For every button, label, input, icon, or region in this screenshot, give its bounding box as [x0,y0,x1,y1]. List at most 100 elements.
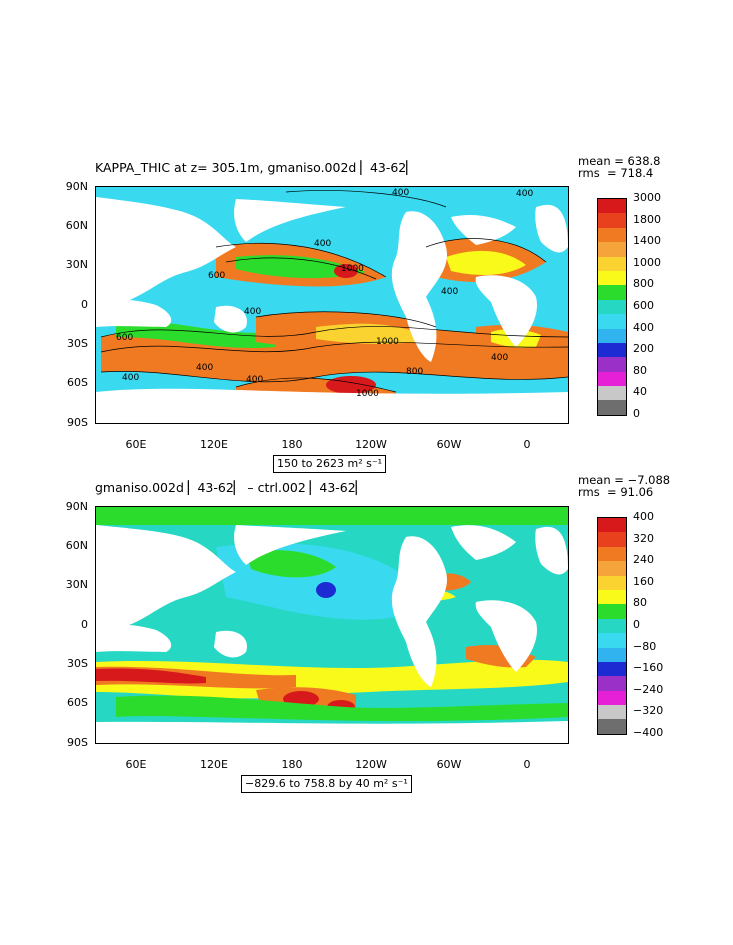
panel1-lon-60w: 60W [436,438,462,451]
panel1-contour-label-6: 400 [196,363,214,373]
panel1-contour-label-1: 400 [392,188,410,198]
colorbar-swatch [598,661,626,677]
panel2-range-label: −829.6 to 758.8 by 40 m² s⁻¹ [241,775,412,793]
panel1-range-label: 150 to 2623 m² s⁻¹ [273,455,387,473]
panel2-mean: mean = −7.088 [578,473,671,487]
colorbar-label: −240 [633,682,664,696]
colorbar-swatch [598,705,626,720]
panel2-stats: mean = −7.088 rms = 91.06 [578,474,670,498]
colorbar-label: 1400 [633,234,661,248]
colorbar-swatch [598,400,626,415]
colorbar-label: 800 [633,277,654,291]
panel1-lon-120e: 120E [200,438,228,451]
panel2-lat-90s: 90S [67,736,88,749]
colorbar-label: −80 [633,639,657,653]
colorbar-swatch [598,357,626,372]
colorbar-label: 400 [633,510,654,523]
colorbar-label: 80 [633,596,647,610]
panel1-lon-120w: 120W [355,438,387,451]
colorbar-swatch [598,618,626,634]
colorbar-label: 0 [633,618,640,631]
colorbar-label: −320 [633,704,664,718]
colorbar-swatch [598,604,626,619]
panel2-lat-0: 0 [81,618,88,631]
panel1-contour-label-8: 400 [491,353,509,363]
panel1-lat-60n: 60N [65,219,88,232]
panel1-lat-90s: 90S [67,416,88,429]
colorbar-swatch [598,719,626,734]
colorbar-label: 80 [633,363,647,377]
panel1-contour-label-10: 400 [246,375,264,385]
colorbar-swatch [598,199,626,214]
panel1-contour-label-5: 400 [122,373,140,383]
panel1-map: 400 1000 600 400 400 400 1000 400 400 40… [95,186,569,424]
panel1-lon-60e: 60E [125,438,147,451]
colorbar-label: −400 [633,726,664,739]
panel1-colorbar [597,198,627,416]
panel1-contour-label-9: 400 [441,287,459,297]
colorbar-label: 1000 [633,255,661,269]
panel1-title: KAPPA_THIC at z= 305.1m, gmaniso.002d ▏4… [95,160,416,175]
colorbar-label: 320 [633,531,654,545]
panel2-lat-90n: 90N [65,500,88,513]
panel2-title: gmaniso.002d ▏43-62▏ – ctrl.002 ▏43-62▏ [95,480,366,495]
panel2-lat-60n: 60N [65,539,88,552]
panel2-map-svg [96,507,568,743]
panel1-contour-label-12: 1000 [356,389,379,399]
panel1-lat-90n: 90N [65,180,88,193]
panel1-lon-0: 0 [523,438,531,451]
colorbar-swatch [598,328,626,343]
colorbar-swatch [598,589,626,605]
panel1-contour-label-15: 600 [116,333,134,343]
colorbar-swatch [598,270,626,286]
panel2-lon-120w: 120W [355,758,387,771]
colorbar-swatch [598,546,626,562]
panel1-contour-label-13: 400 [516,189,534,199]
colorbar-label: 240 [633,553,654,567]
panel1-lat-30n: 30N [65,258,88,271]
panel2-lon-120e: 120E [200,758,228,771]
colorbar-label: −160 [633,661,664,675]
colorbar-swatch [598,386,626,401]
colorbar-swatch [598,227,626,243]
panel2-lon-0: 0 [523,758,531,771]
colorbar-swatch [598,518,626,533]
panel2-lon-60e: 60E [125,758,147,771]
colorbar-label: 200 [633,342,654,356]
panel1-lon-180: 180 [281,438,303,451]
panel1-map-svg [96,187,568,423]
panel1-contour-label-4: 400 [314,239,332,249]
colorbar-label: 40 [633,385,647,399]
colorbar-swatch [598,213,626,228]
colorbar-swatch [598,285,626,300]
panel1-contour-label-11: 800 [406,367,424,377]
panel1-lat-30s: 30S [67,337,88,350]
colorbar-label: 0 [633,407,640,420]
colorbar-swatch [598,676,626,691]
panel1-lat-0: 0 [81,298,88,311]
colorbar-swatch [598,256,626,271]
panel1-rms: rms = 718.4 [578,166,654,180]
colorbar-label: 600 [633,299,654,312]
panel1-contour-label-14: 400 [244,307,262,317]
panel2-map [95,506,569,744]
panel1-contour-label-7: 1000 [376,337,399,347]
colorbar-swatch [598,314,626,329]
colorbar-swatch [598,371,626,387]
colorbar-label: 400 [633,320,654,334]
panel1-lat-60s: 60S [67,376,88,389]
panel1-contour-label-2: 1000 [341,264,364,274]
panel1-stats: mean = 638.8 rms = 718.4 [578,155,660,179]
colorbar-swatch [598,532,626,547]
panel2-lat-30s: 30S [67,657,88,670]
panel2-rms: rms = 91.06 [578,485,654,499]
colorbar-swatch [598,575,626,590]
panel2-lat-30n: 30N [65,578,88,591]
colorbar-swatch [598,299,626,315]
colorbar-swatch [598,690,626,706]
panel2-colorbar [597,517,627,735]
colorbar-swatch [598,633,626,648]
panel1-contour-label-3: 600 [208,271,226,281]
colorbar-label: 3000 [633,191,661,204]
colorbar-swatch [598,242,626,257]
